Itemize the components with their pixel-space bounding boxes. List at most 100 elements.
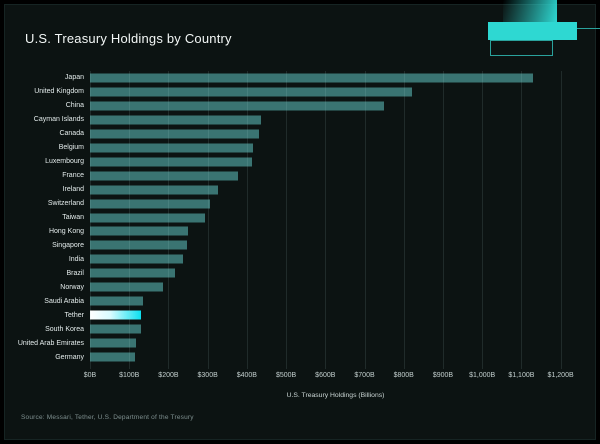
x-tick-label: $0B (83, 372, 97, 379)
bar-row: Belgium (15, 141, 581, 155)
country-label: Saudi Arabia (44, 297, 84, 305)
x-tick-mark (521, 364, 523, 369)
x-tick-label: $1,200B (547, 372, 574, 379)
country-label: Brazil (66, 269, 84, 277)
bar (90, 254, 183, 264)
bar-track (90, 350, 581, 364)
country-label: Cayman Islands (33, 116, 84, 124)
bar-track (90, 127, 581, 141)
bar (90, 157, 252, 167)
bar (90, 352, 135, 362)
bar-row: Canada (15, 127, 581, 141)
bar-track (90, 183, 581, 197)
bar (90, 268, 176, 278)
bar (90, 185, 219, 195)
bar-track (90, 211, 581, 225)
bar-track (90, 322, 581, 336)
x-tick-label: $500B (275, 372, 297, 379)
bar-track (90, 99, 581, 113)
bar-track (90, 197, 581, 211)
x-tick-mark (442, 364, 444, 369)
x-tick-mark (560, 364, 562, 369)
bar-track (90, 308, 581, 322)
bar-row: South Korea (15, 322, 581, 336)
x-tick-label: $800B (393, 372, 414, 379)
bar-track (90, 71, 581, 85)
x-tick-mark (364, 364, 366, 369)
x-tick-mark (168, 364, 170, 369)
source-note: Source: Messari, Tether, U.S. Department… (21, 414, 194, 421)
country-label: Tether (64, 311, 84, 319)
x-tick-mark (207, 364, 209, 369)
logo-accent-line (575, 28, 600, 29)
bar-row: Japan (15, 71, 581, 85)
x-tick-mark (482, 364, 484, 369)
x-tick-label: $400B (236, 372, 257, 379)
x-tick-mark (286, 364, 288, 369)
country-label: Canada (59, 130, 84, 138)
country-label: Ireland (62, 186, 84, 194)
bar (90, 73, 534, 83)
bar (90, 171, 239, 181)
logo-gradient-bar (503, 0, 557, 23)
logo-outline-bar (490, 40, 553, 56)
country-label: Taiwan (62, 214, 84, 221)
bar-track (90, 141, 581, 155)
bar-row: Brazil (15, 266, 581, 280)
bar-track (90, 224, 581, 238)
x-tick-mark (246, 364, 248, 369)
bar (90, 296, 143, 306)
bar-track (90, 336, 581, 350)
bar-row: France (15, 169, 581, 183)
bar (90, 101, 385, 111)
bar-track (90, 169, 581, 183)
bar-chart: Japan United Kingdom China Cayman Islands Ca… (15, 71, 581, 399)
bar (90, 226, 189, 236)
bar-row: United Arab Emirates (15, 336, 581, 350)
logo-solid-bar (488, 22, 577, 40)
country-label: Singapore (52, 241, 84, 249)
chart-title: U.S. Treasury Holdings by Country (25, 31, 232, 46)
country-label: Luxembourg (45, 158, 84, 166)
country-label: United Kingdom (34, 88, 84, 96)
x-tick-mark (325, 364, 327, 369)
country-label: France (62, 172, 84, 180)
country-label: United Arab Emirates (17, 339, 84, 347)
x-tick-label: $700B (354, 372, 375, 379)
highlight-bar (90, 310, 142, 320)
bar-row: United Kingdom (15, 85, 581, 99)
x-tick-label: $200B (158, 372, 179, 379)
country-label: China (65, 102, 84, 110)
country-label: Japan (64, 74, 84, 82)
bar-track (90, 113, 581, 127)
bar-row: Hong Kong (15, 224, 581, 238)
x-tick-mark (403, 364, 405, 369)
chart-canvas: U.S. Treasury Holdings by Country Japan U… (4, 4, 596, 440)
x-tick-label: $1,100B (508, 372, 535, 379)
country-label: Switzerland (47, 200, 84, 208)
bar-track (90, 85, 581, 99)
bar (90, 338, 136, 348)
x-tick-label: $1,000B (469, 372, 496, 379)
x-axis: $0B $100B $200B $300B $400B $500B $600B $700B $8… (84, 364, 581, 386)
bar-track (90, 252, 581, 266)
x-axis-title: U.S. Treasury Holdings (Billions) (286, 392, 385, 399)
bar-row: Tether (15, 308, 581, 322)
x-tick-mark (90, 364, 91, 369)
bar (90, 199, 211, 209)
bar (90, 129, 259, 139)
x-tick-label: $100B (119, 372, 140, 379)
x-tick-mark (129, 364, 131, 369)
bar-track (90, 280, 581, 294)
bar (90, 324, 141, 334)
bar-row: Taiwan (15, 211, 581, 225)
bar-row: Cayman Islands (15, 113, 581, 127)
country-label: Belgium (58, 144, 84, 152)
bar-row: China (15, 99, 581, 113)
country-label: India (68, 255, 84, 263)
bar-track (90, 155, 581, 169)
bar-row: Norway (15, 280, 581, 294)
country-label: South Korea (45, 325, 84, 333)
x-tick-label: $300B (197, 372, 218, 379)
bar-track (90, 266, 581, 280)
